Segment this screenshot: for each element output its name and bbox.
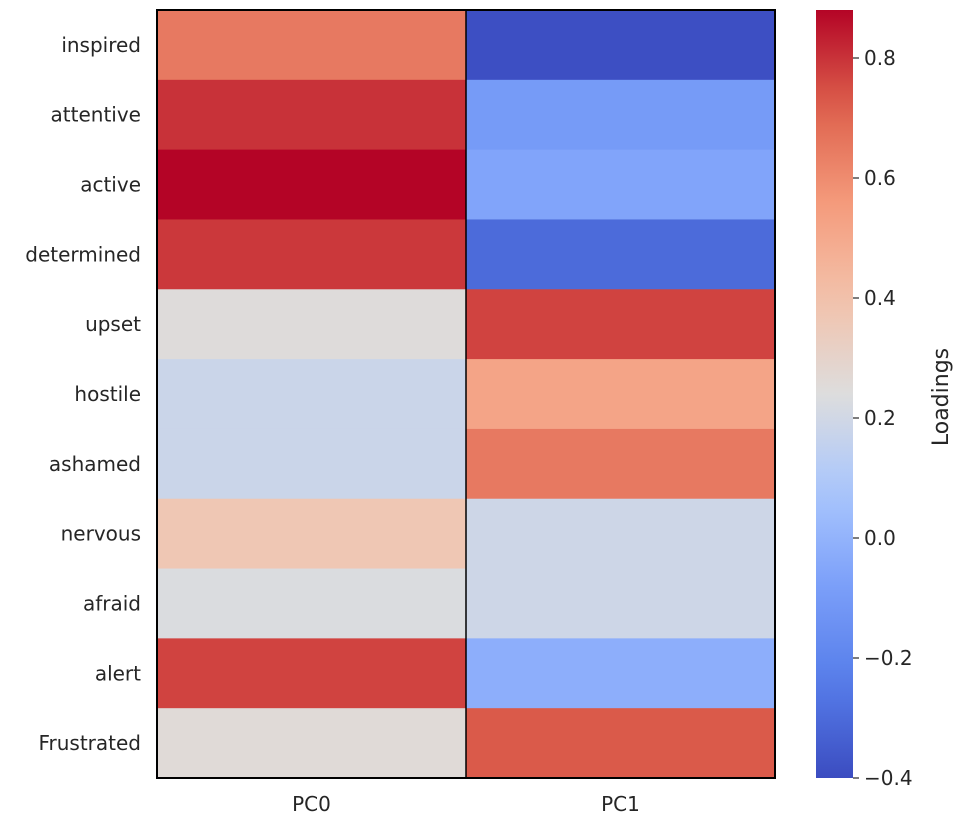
heatmap-cells [157,10,776,779]
heatmap-cell [157,219,467,290]
colorbar-tick-label: 0.8 [864,46,896,70]
y-tick-label: upset [85,312,141,336]
colorbar-tick-label: −0.4 [864,766,913,790]
colorbar-tick-label: −0.2 [864,646,913,670]
heatmap-cell [157,638,467,709]
y-tick-label: active [80,173,141,197]
colorbar-tick-label: 0.6 [864,166,896,190]
heatmap-frame [156,9,776,779]
heatmap-cell [157,149,467,220]
y-tick-label: nervous [61,522,141,546]
x-tick-labels: PC0 PC1 [292,792,640,816]
heatmap-cell [157,359,467,430]
colorbar-tick-label: 0.0 [864,526,896,550]
heatmap-cell [157,10,467,81]
heatmap-cell [466,79,776,151]
y-tick-label: hostile [74,382,141,406]
heatmap-cell [466,359,776,430]
colorbar-tick-label: 0.4 [864,286,896,310]
colorbar-tick-label: 0.2 [864,406,896,430]
y-tick-label: alert [95,661,141,685]
heatmap-cell [466,708,776,779]
heatmap-cell [157,289,467,360]
heatmap-cell [157,428,467,500]
heatmap-cell [157,79,467,151]
heatmap-cell [466,289,776,360]
y-tick-label: inspired [61,33,141,57]
heatmap-cell [466,10,776,81]
y-tick-labels: inspired attentive active determined upset ho… [25,33,141,755]
heatmap-cell [157,568,467,639]
heatmap-cell [466,149,776,220]
x-tick-label: PC0 [292,792,331,816]
x-tick-label: PC1 [601,792,640,816]
y-tick-label: ashamed [49,452,141,476]
heatmap-cell [466,498,776,570]
y-tick-label: attentive [51,103,141,127]
colorbar-ticks: −0.4 −0.2 0.0 0.2 0.4 0.6 0.8 [853,46,913,790]
colorbar [816,10,853,778]
heatmap-cell [157,708,467,779]
y-tick-label: Frustrated [38,731,141,755]
heatmap-cell [466,638,776,709]
y-tick-label: determined [25,242,141,266]
heatmap-cell [466,568,776,639]
heatmap-cell [466,219,776,290]
heatmap-cell [157,498,467,570]
colorbar-label: Loadings [929,348,954,446]
heatmap-cell [466,428,776,500]
y-tick-label: afraid [83,591,141,615]
